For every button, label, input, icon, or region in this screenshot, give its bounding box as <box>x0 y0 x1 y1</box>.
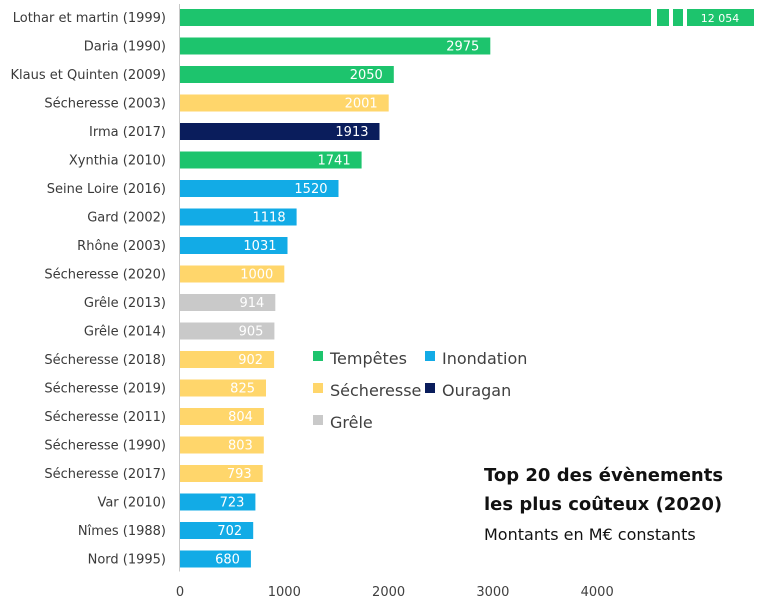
legend-swatch-secheresse <box>313 383 323 393</box>
axis-break-gap-3 <box>683 8 687 27</box>
category-label-daria-1990: Daria (1990) <box>84 40 166 55</box>
legend: Tempêtes Inondation Sécheresse Ouragan G… <box>313 349 527 432</box>
value-label-klaus-et-quinten-2009: 2050 <box>350 68 383 83</box>
x-tick-1000: 1000 <box>268 585 301 600</box>
category-label-secheresse-2018: Sécheresse (2018) <box>44 353 166 368</box>
value-label-secheresse-2018: 902 <box>238 353 263 368</box>
value-label-irma-2017: 1913 <box>335 125 368 140</box>
bar-secheresse-2011 <box>180 408 264 425</box>
category-label-grele-2013: Grêle (2013) <box>84 296 166 311</box>
legend-label-secheresse: Sécheresse <box>330 381 421 400</box>
value-label-secheresse-1990: 803 <box>228 439 253 454</box>
chart-subtitle: Montants en M€ constants <box>484 525 696 544</box>
value-label-lothar-et-martin-1999: 12 054 <box>701 12 740 25</box>
category-label-secheresse-1990: Sécheresse (1990) <box>44 439 166 454</box>
category-label-secheresse-2019: Sécheresse (2019) <box>44 382 166 397</box>
x-axis-ticks: 0 1000 2000 3000 4000 <box>176 585 614 600</box>
category-label-rhone-2003: Rhône (2003) <box>77 239 166 254</box>
bar-rhone-2003 <box>180 237 288 254</box>
bar-xynthia-2010 <box>180 151 362 169</box>
bar-secheresse-2003 <box>180 94 389 112</box>
value-label-secheresse-2017: 793 <box>227 467 252 482</box>
bar-daria-1990 <box>180 37 491 55</box>
axis-break-gap-1 <box>651 8 657 27</box>
bar-secheresse-2017 <box>180 465 263 482</box>
category-label-grele-2014: Grêle (2014) <box>84 325 166 340</box>
value-label-secheresse-2003: 2001 <box>345 97 378 112</box>
value-label-secheresse-2020: 1000 <box>240 268 273 283</box>
legend-swatch-inondation <box>425 351 435 361</box>
bar-lothar-et-martin-1999 <box>180 9 754 26</box>
value-label-grele-2013: 914 <box>239 296 264 311</box>
title-block: Top 20 des évènements les plus coûteux (… <box>484 465 723 544</box>
category-label-nord-1995: Nord (1995) <box>88 553 166 568</box>
legend-label-inondation: Inondation <box>442 349 527 368</box>
chart-title-line2: les plus coûteux (2020) <box>484 494 722 515</box>
chart-title: Top 20 des évènements <box>484 465 723 486</box>
bar-secheresse-2018 <box>180 351 275 368</box>
legend-swatch-grele <box>313 415 323 425</box>
axis-break-gap-2 <box>669 8 673 27</box>
value-labels: 12 054 2975 2050 2001 1913 1741 1520 1118 1031 10… <box>215 12 739 568</box>
legend-label-grele: Grêle <box>330 413 373 432</box>
bar-var-2010 <box>180 493 256 511</box>
category-labels: Lothar et martin (1999) Daria (1990) Klaus… <box>11 11 167 568</box>
value-label-rhone-2003: 1031 <box>243 239 276 254</box>
legend-label-tempetes: Tempêtes <box>329 349 407 368</box>
bar-klaus-et-quinten-2009 <box>180 66 394 83</box>
category-label-xynthia-2010: Xynthia (2010) <box>69 154 166 169</box>
x-tick-0: 0 <box>176 585 184 600</box>
value-label-secheresse-2011: 804 <box>228 410 253 425</box>
bar-secheresse-2019 <box>180 379 266 397</box>
bar-irma-2017 <box>180 123 380 140</box>
bar-seine-loire-2016 <box>180 180 339 197</box>
bar-gard-2002 <box>180 208 297 226</box>
x-tick-2000: 2000 <box>372 585 405 600</box>
bar-nord-1995 <box>180 550 251 568</box>
legend-label-ouragan: Ouragan <box>442 381 511 400</box>
x-tick-4000: 4000 <box>581 585 614 600</box>
bar-grele-2014 <box>180 322 275 340</box>
value-label-grele-2014: 905 <box>239 325 264 340</box>
bar-nimes-1988 <box>180 522 254 539</box>
bar-secheresse-2020 <box>180 265 285 283</box>
legend-swatch-tempetes <box>313 351 323 361</box>
category-label-irma-2017: Irma (2017) <box>89 125 166 140</box>
category-label-gard-2002: Gard (2002) <box>87 211 166 226</box>
legend-swatch-ouragan <box>425 383 435 393</box>
category-label-secheresse-2003: Sécheresse (2003) <box>44 97 166 112</box>
bar-secheresse-1990 <box>180 436 264 454</box>
value-label-daria-1990: 2975 <box>446 40 479 55</box>
value-label-gard-2002: 1118 <box>253 211 286 226</box>
value-label-nimes-1988: 702 <box>217 524 242 539</box>
value-label-var-2010: 723 <box>220 496 245 511</box>
category-label-lothar-et-martin-1999: Lothar et martin (1999) <box>13 11 166 26</box>
category-label-secheresse-2011: Sécheresse (2011) <box>44 410 166 425</box>
value-label-seine-loire-2016: 1520 <box>294 182 327 197</box>
category-label-klaus-et-quinten-2009: Klaus et Quinten (2009) <box>11 68 167 83</box>
x-tick-3000: 3000 <box>476 585 509 600</box>
category-label-seine-loire-2016: Seine Loire (2016) <box>47 182 166 197</box>
value-label-secheresse-2019: 825 <box>230 382 255 397</box>
value-label-nord-1995: 680 <box>215 553 240 568</box>
category-label-nimes-1988: Nîmes (1988) <box>78 524 166 539</box>
value-label-xynthia-2010: 1741 <box>318 154 351 169</box>
category-label-var-2010: Var (2010) <box>97 496 166 511</box>
category-label-secheresse-2020: Sécheresse (2020) <box>44 268 166 283</box>
category-label-secheresse-2017: Sécheresse (2017) <box>44 467 166 482</box>
bars-layer <box>180 8 754 568</box>
bar-grele-2013 <box>180 294 276 311</box>
